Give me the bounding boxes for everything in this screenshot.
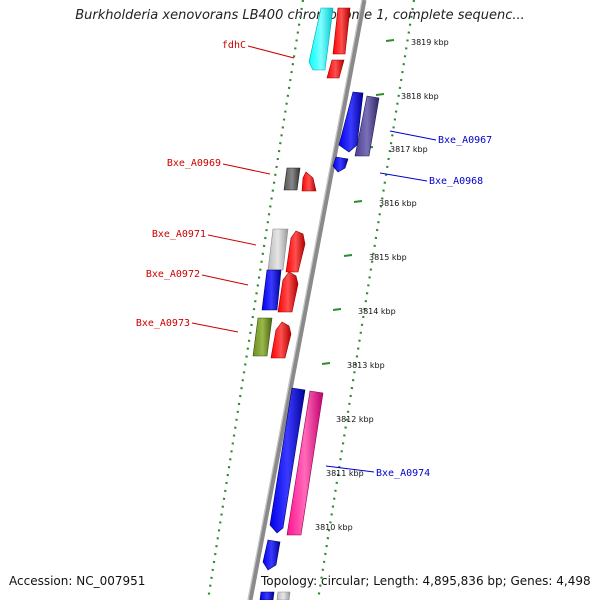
gene-top-red-2 xyxy=(326,59,345,79)
gene-Bxe_A0973-a xyxy=(252,317,273,357)
outer-dotted-track xyxy=(316,0,416,600)
tick-label: 3818 kbp xyxy=(401,92,439,101)
tick-label: 3817 kbp xyxy=(390,145,428,154)
gene-label-bxe-a0974[interactable]: Bxe_A0974 xyxy=(376,468,430,479)
gene-label-bxe-a0972[interactable]: Bxe_A0972 xyxy=(146,269,200,280)
tick-label: 3815 kbp xyxy=(369,253,407,262)
gene-Bxe_A0967-b xyxy=(354,95,380,157)
gene-Bxe_A0972-b xyxy=(277,271,299,313)
gene-label-bxe-a0968[interactable]: Bxe_A0968 xyxy=(429,176,483,187)
gene-fdhC xyxy=(308,7,334,71)
tick-label: 3816 kbp xyxy=(379,199,417,208)
gene-bottom-light xyxy=(276,591,291,600)
gene-label-bxe-a0969[interactable]: Bxe_A0969 xyxy=(167,158,221,169)
tick-label: 3814 kbp xyxy=(358,307,396,316)
tick-marks: 3819 kbp 3818 kbp 3817 kbp 3816 kbp 3815 kbp… xyxy=(289,38,449,532)
accession-label: Accession: NC_007951 xyxy=(9,574,146,588)
gene-Bxe_A0972-a xyxy=(261,269,282,311)
gene-Bxe_A0971-b xyxy=(285,230,306,273)
map-title: Burkholderia xenovorans LB400 chromosome… xyxy=(75,8,525,23)
backbone-line xyxy=(247,0,367,600)
gene-top-red-1 xyxy=(332,7,351,55)
gene-Bxe_A0967-a xyxy=(338,91,364,153)
tick-label: 3819 kbp xyxy=(411,38,449,47)
gene-Bxe_A0973-b xyxy=(270,321,292,359)
gene-bottom-blue-2 xyxy=(259,591,275,600)
gene-Bxe_A0969-a xyxy=(283,167,301,191)
sequence-summary: Topology: circular; Length: 4,895,836 bp… xyxy=(261,574,591,588)
gene-Bxe_A0974-a xyxy=(269,387,306,534)
gene-label-fdhc[interactable]: fdhC xyxy=(222,40,246,51)
gene-label-bxe-a0973[interactable]: Bxe_A0973 xyxy=(136,318,190,329)
tick-label: 3812 kbp xyxy=(336,415,374,424)
gene-Bxe_A0971-a xyxy=(267,228,289,271)
gene-Bxe_A0968 xyxy=(332,156,349,173)
tick-label: 3813 kbp xyxy=(347,361,385,370)
label-leaders xyxy=(191,45,437,473)
gene-labels: fdhC Bxe_A0967 Bxe_A0968 Bxe_A0969 Bxe_A0971… xyxy=(136,40,492,479)
gene-features xyxy=(252,7,380,600)
tick-label: 3810 kbp xyxy=(315,523,353,532)
gene-Bxe_A0969-b xyxy=(301,171,317,192)
gene-Bxe_A0974-b xyxy=(286,390,324,536)
tick-label: 3811 kbp xyxy=(326,469,364,478)
gene-bottom-blue-1 xyxy=(262,539,281,571)
gene-label-bxe-a0967[interactable]: Bxe_A0967 xyxy=(438,135,492,146)
gene-label-bxe-a0971[interactable]: Bxe_A0971 xyxy=(152,229,206,240)
